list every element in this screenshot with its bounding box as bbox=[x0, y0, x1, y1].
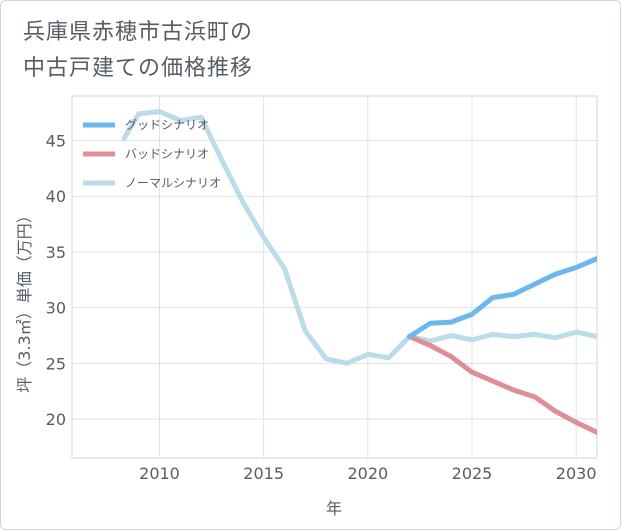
y-tick-label: 25 bbox=[46, 354, 66, 373]
y-tick-label: 35 bbox=[46, 243, 66, 262]
legend-label: バッドシナリオ bbox=[125, 147, 209, 161]
series-lines bbox=[121, 109, 597, 435]
y-axis-label: 坪（3.3㎡）単価（万円） bbox=[15, 207, 34, 392]
x-tick-label: 2020 bbox=[347, 464, 388, 483]
chart-title-line2: 中古戸建ての価格推移 bbox=[23, 56, 254, 81]
x-tick-label: 2010 bbox=[139, 464, 180, 483]
y-tick-labels: 20 25 30 35 40 45 bbox=[46, 132, 66, 429]
y-tick-label: 30 bbox=[46, 299, 66, 318]
y-tick-label: 20 bbox=[46, 410, 66, 429]
x-tick-label: 2030 bbox=[556, 464, 597, 483]
x-tick-label: 2025 bbox=[452, 464, 493, 483]
series-line-1 bbox=[407, 334, 597, 435]
y-tick-label: 40 bbox=[46, 187, 66, 206]
series-line-0 bbox=[407, 256, 597, 340]
x-axis-label: 年 bbox=[326, 499, 342, 518]
legend-label: ノーマルシナリオ bbox=[125, 176, 221, 190]
chart-title: 兵庫県赤穂市古浜町の 中古戸建ての価格推移 bbox=[23, 15, 253, 87]
series-line-2 bbox=[121, 109, 597, 366]
legend-label: グッドシナリオ bbox=[125, 118, 209, 132]
x-tick-label: 2015 bbox=[243, 464, 284, 483]
x-tick-labels: 2010 2015 2020 2025 2030 bbox=[139, 464, 596, 483]
y-tick-label: 45 bbox=[46, 132, 66, 151]
chart-title-line1: 兵庫県赤穂市古浜町の bbox=[23, 20, 254, 45]
grid bbox=[72, 96, 597, 458]
